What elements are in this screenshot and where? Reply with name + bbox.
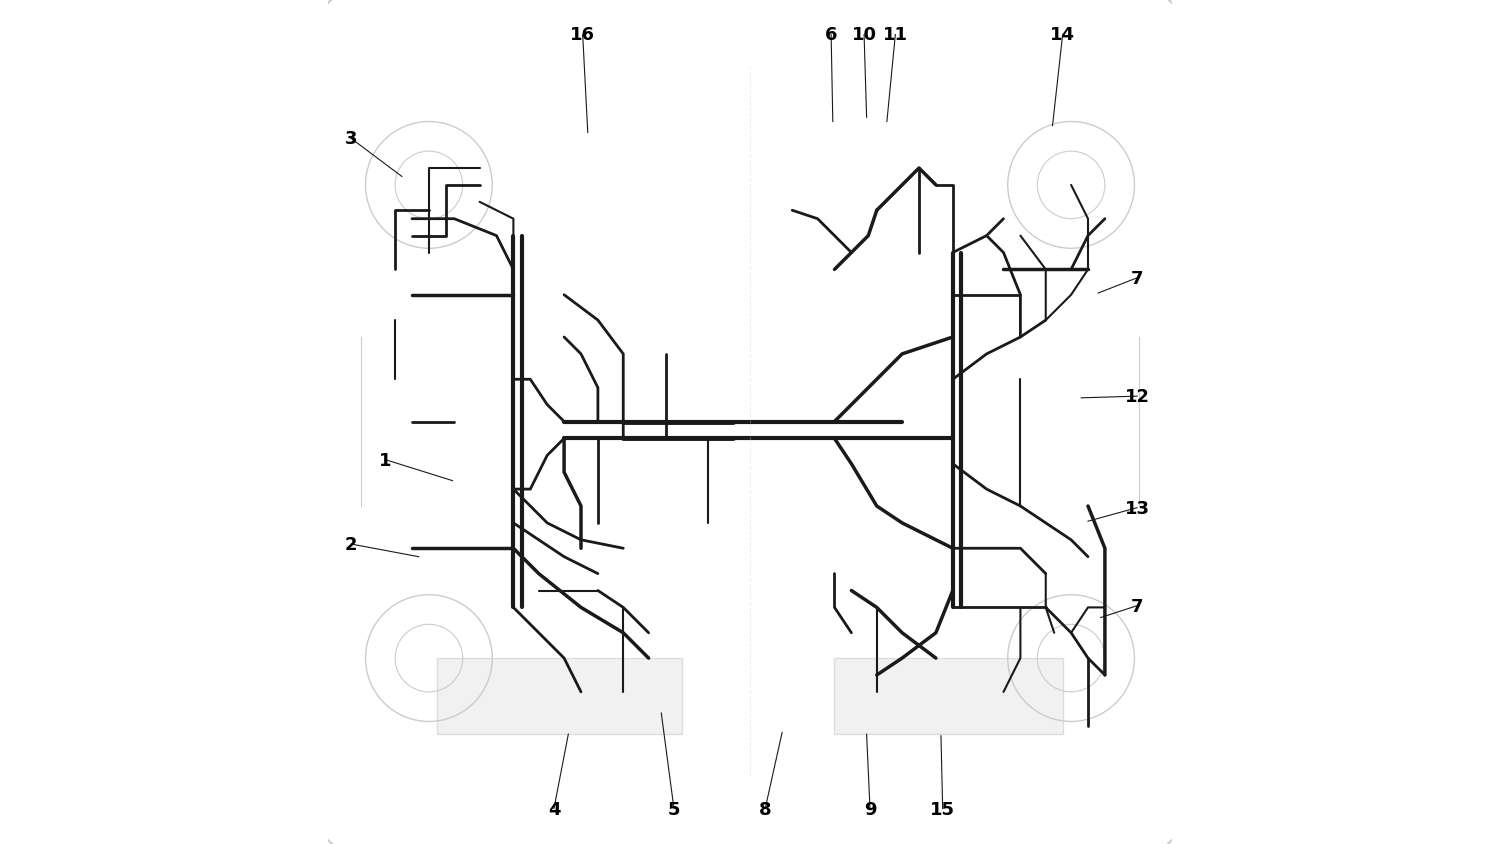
Text: 5: 5 bbox=[668, 799, 680, 818]
Text: 4: 4 bbox=[548, 799, 560, 818]
Text: 14: 14 bbox=[1050, 26, 1076, 45]
Polygon shape bbox=[834, 658, 1062, 734]
Text: 15: 15 bbox=[930, 799, 956, 818]
Text: 16: 16 bbox=[570, 26, 596, 45]
Text: 9: 9 bbox=[864, 799, 876, 818]
Text: 1: 1 bbox=[378, 451, 392, 469]
Text: 7: 7 bbox=[1131, 269, 1143, 288]
Text: 6: 6 bbox=[825, 26, 837, 45]
Text: 12: 12 bbox=[1125, 387, 1149, 406]
Text: 2: 2 bbox=[345, 535, 357, 554]
Text: 7: 7 bbox=[1131, 597, 1143, 615]
FancyBboxPatch shape bbox=[320, 0, 1180, 844]
Polygon shape bbox=[438, 658, 682, 734]
Text: 13: 13 bbox=[1125, 499, 1149, 517]
Text: 3: 3 bbox=[345, 130, 357, 149]
Text: 10: 10 bbox=[852, 26, 876, 45]
Text: 8: 8 bbox=[759, 799, 771, 818]
Text: 11: 11 bbox=[884, 26, 908, 45]
